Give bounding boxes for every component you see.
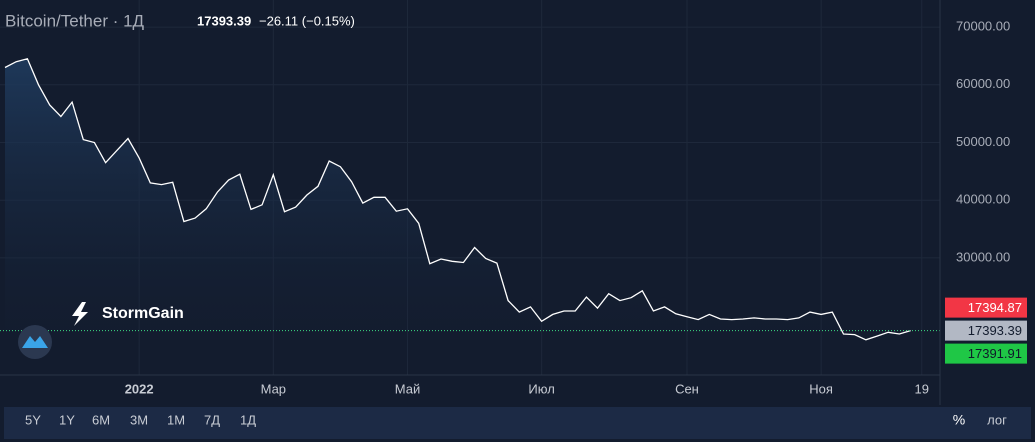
ask-price-tag: 17394.87 [968, 300, 1022, 315]
bid-price-tag-bg [945, 343, 1027, 364]
area [5, 58, 911, 376]
y-tick-label: 50000.00 [956, 134, 1010, 149]
y-tick-label: 30000.00 [956, 249, 1010, 264]
range-button[interactable]: 1Д [240, 412, 256, 427]
logo: StormGain [72, 302, 184, 326]
range-button[interactable]: 7Д [204, 412, 220, 427]
x-tick-label: Мар [261, 381, 286, 396]
logo-text: StormGain [102, 305, 184, 322]
y-tick-label: 60000.00 [956, 76, 1010, 91]
range-button[interactable]: 3M [130, 412, 148, 427]
price-change: −26.11 (−0.15%) [259, 13, 355, 28]
x-tick-label: Сен [675, 381, 699, 396]
percent-toggle[interactable]: % [953, 412, 965, 428]
brand-icon [22, 336, 48, 348]
x-tick-label: Май [395, 381, 420, 396]
x-tick-label: Ноя [809, 381, 833, 396]
last-price-tag: 17393.39 [968, 323, 1022, 338]
x-tick-label: Июл [528, 381, 554, 396]
last-price: 17393.39 [197, 13, 251, 28]
bid-price-tag: 17391.91 [968, 346, 1022, 361]
last-price-tag-bg [945, 320, 1027, 341]
price-line [4, 58, 911, 341]
log-toggle[interactable]: лог [987, 412, 1007, 427]
range-button[interactable]: 6M [92, 412, 110, 427]
chart-title: Bitcoin/Tether · 1Д [5, 11, 145, 30]
x-tick-label: 19 [915, 381, 929, 396]
x-tick-label: 2022 [125, 381, 154, 396]
range-button[interactable]: 1Y [59, 412, 75, 427]
logo-icon [72, 302, 88, 326]
y-tick-label: 70000.00 [956, 19, 1010, 34]
range-button[interactable]: 5Y [25, 412, 41, 427]
range-button[interactable]: 1M [167, 412, 185, 427]
ask-price-tag-bg [945, 297, 1027, 318]
toolbar [4, 407, 1031, 439]
y-tick-label: 40000.00 [956, 192, 1010, 207]
